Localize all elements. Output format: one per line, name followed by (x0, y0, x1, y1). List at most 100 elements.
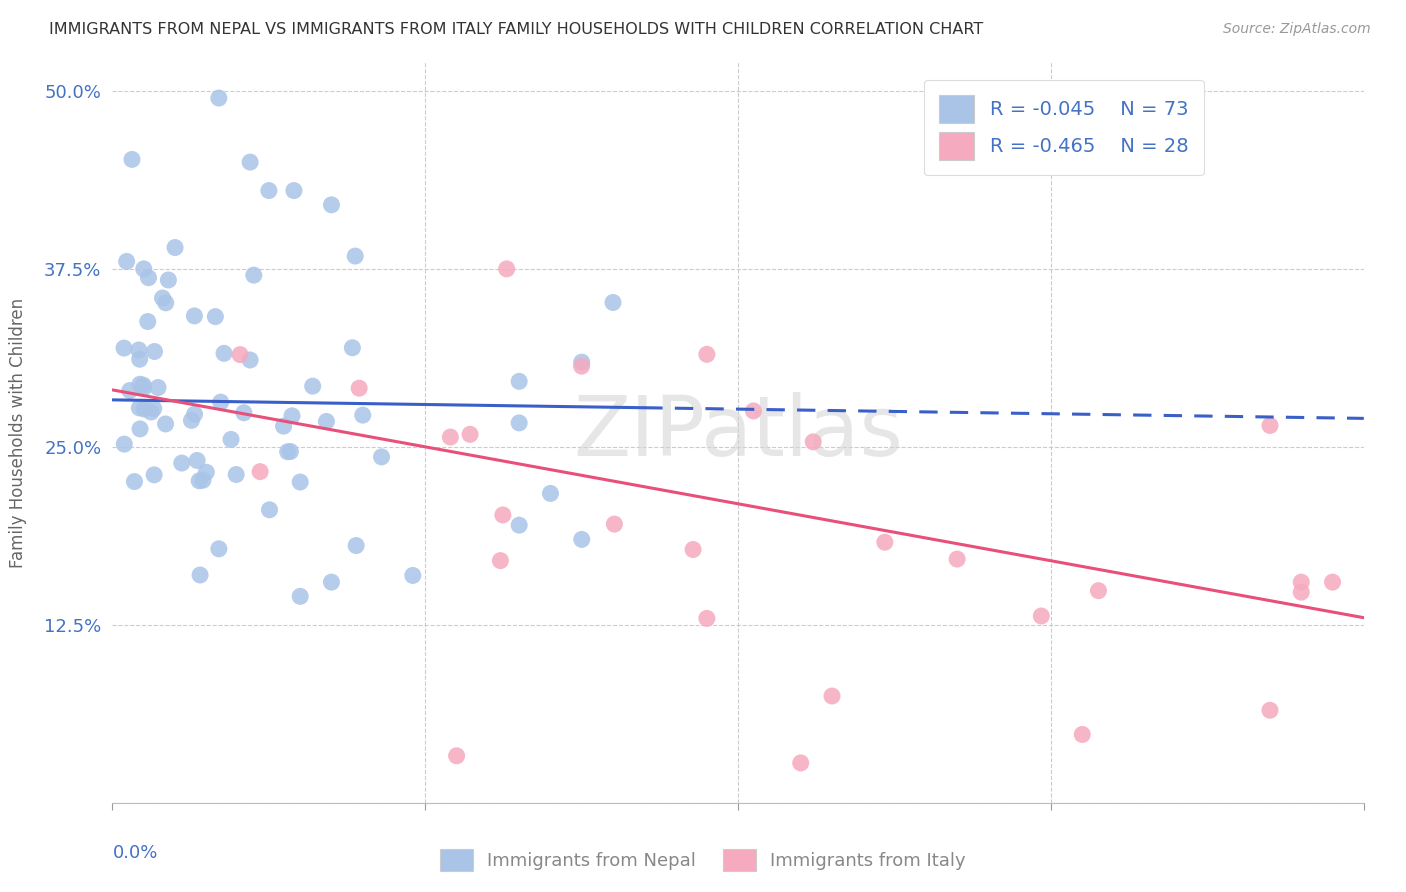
Point (370, 450, 392, 464)
Point (277, 444, 299, 458)
Point (143, 344, 166, 359)
Point (790, 756, 813, 770)
Point (128, 352, 150, 367)
Text: ZIPatlas: ZIPatlas (574, 392, 903, 473)
Point (696, 611, 718, 625)
Point (128, 401, 150, 415)
Point (1291, 575, 1313, 590)
Point (138, 270, 160, 285)
Point (439, 430, 461, 444)
Point (129, 377, 152, 392)
Point (204, 310, 226, 324)
Point (696, 347, 718, 361)
Point (124, 475, 146, 489)
Point (232, 406, 254, 420)
Point (1258, 703, 1281, 717)
Point (115, 254, 138, 268)
Point (492, 508, 515, 522)
Point (682, 542, 704, 557)
Point (157, 273, 180, 287)
Point (603, 517, 626, 532)
Point (801, 434, 824, 449)
Point (1031, 609, 1053, 624)
Point (143, 467, 166, 482)
Point (118, 384, 141, 398)
Point (571, 359, 593, 373)
Point (186, 453, 208, 467)
Point (257, 184, 280, 198)
Point (132, 381, 155, 395)
Point (155, 417, 177, 431)
Point (209, 395, 232, 409)
Point (344, 539, 367, 553)
Point (344, 249, 367, 263)
Point (321, 575, 343, 590)
Point (873, 535, 896, 549)
Point (1087, 583, 1109, 598)
Point (155, 295, 177, 310)
Text: Source: ZipAtlas.com: Source: ZipAtlas.com (1223, 22, 1371, 37)
Legend: R = -0.045    N = 73, R = -0.465    N = 28: R = -0.045 N = 73, R = -0.465 N = 28 (924, 79, 1204, 176)
Legend: Immigrants from Nepal, Immigrants from Italy: Immigrants from Nepal, Immigrants from I… (433, 842, 973, 879)
Point (152, 291, 174, 305)
Point (132, 402, 155, 417)
Point (128, 343, 150, 357)
Point (495, 261, 517, 276)
Point (290, 590, 312, 604)
Point (136, 314, 159, 328)
Point (540, 486, 562, 500)
Point (446, 748, 468, 763)
Point (121, 153, 143, 167)
Point (129, 422, 152, 436)
Point (208, 541, 231, 556)
Point (180, 413, 202, 427)
Point (243, 268, 266, 282)
Point (188, 474, 211, 488)
Point (142, 401, 165, 416)
Point (195, 465, 218, 479)
Point (273, 419, 295, 434)
Point (132, 378, 155, 392)
Point (239, 155, 262, 169)
Text: IMMIGRANTS FROM NEPAL VS IMMIGRANTS FROM ITALY FAMILY HOUSEHOLDS WITH CHILDREN C: IMMIGRANTS FROM NEPAL VS IMMIGRANTS FROM… (49, 22, 983, 37)
Point (489, 553, 512, 567)
Point (571, 533, 593, 547)
Point (188, 568, 211, 582)
Point (212, 346, 235, 360)
Point (208, 91, 231, 105)
Point (1258, 418, 1281, 433)
Point (946, 552, 969, 566)
Point (1322, 575, 1344, 590)
Point (301, 379, 323, 393)
Point (315, 414, 337, 428)
Point (249, 465, 271, 479)
Point (342, 341, 364, 355)
Point (1071, 727, 1094, 741)
Point (571, 355, 593, 369)
Point (229, 348, 252, 362)
Point (742, 404, 765, 418)
Point (183, 407, 205, 421)
Point (321, 198, 343, 212)
Point (183, 309, 205, 323)
Point (191, 473, 214, 487)
Point (112, 341, 135, 355)
Point (163, 240, 186, 255)
Point (508, 375, 530, 389)
Point (259, 503, 281, 517)
Point (280, 444, 302, 458)
Point (290, 475, 312, 489)
Point (508, 416, 530, 430)
Point (225, 467, 247, 482)
Point (602, 295, 624, 310)
Text: 0.0%: 0.0% (112, 844, 157, 862)
Y-axis label: Family Households with Children: Family Households with Children (10, 298, 27, 567)
Point (141, 405, 163, 419)
Point (1291, 585, 1313, 599)
Point (239, 353, 262, 368)
Point (347, 381, 370, 395)
Point (219, 433, 242, 447)
Point (146, 380, 169, 394)
Point (132, 261, 155, 276)
Point (352, 408, 374, 422)
